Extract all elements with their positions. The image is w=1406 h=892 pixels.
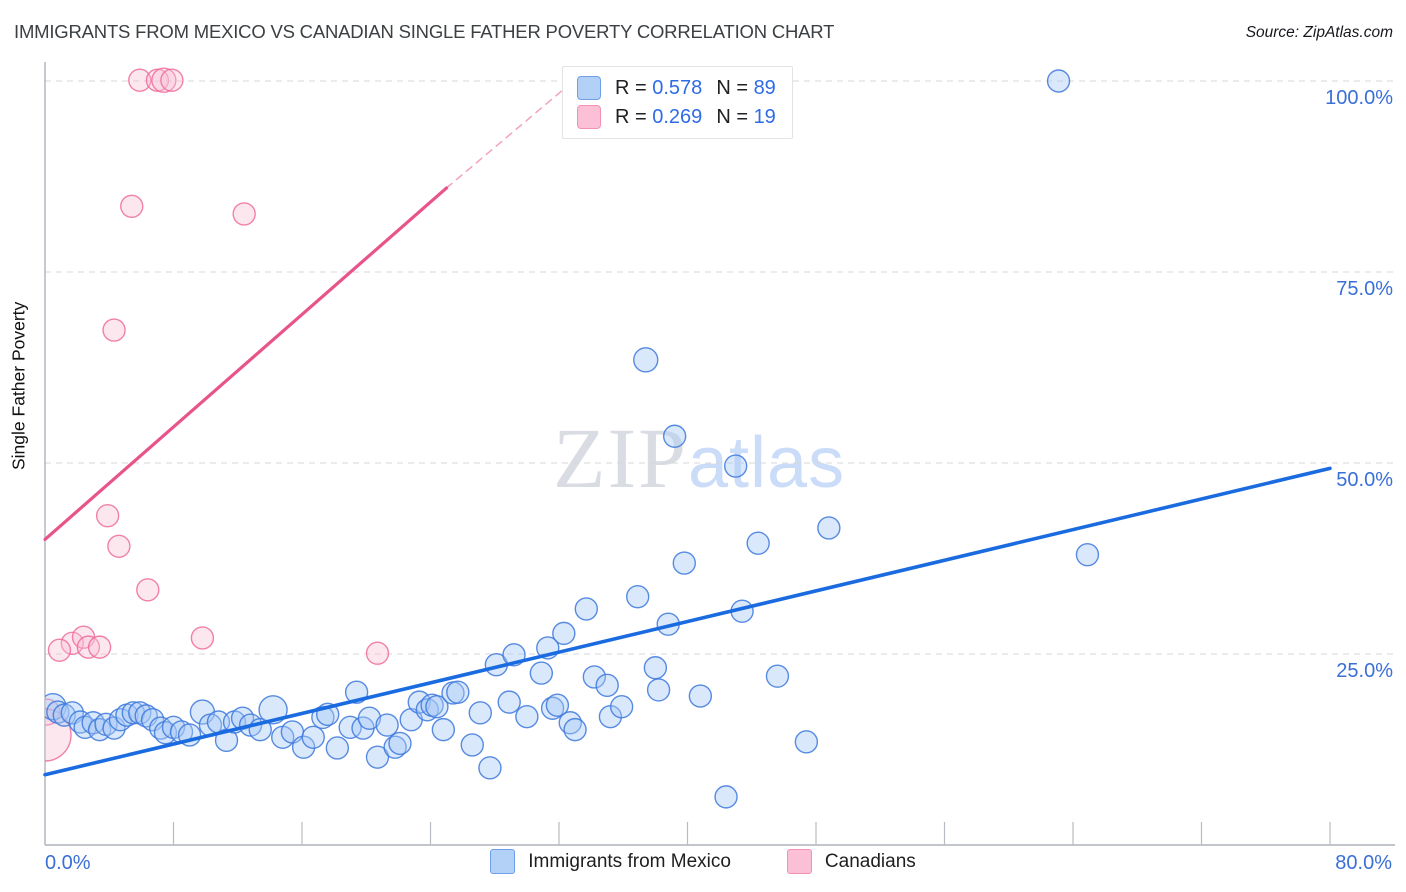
data-point[interactable] <box>120 194 144 218</box>
n-value: 89 <box>753 76 776 99</box>
source-credit: Source: ZipAtlas.com <box>1245 24 1393 41</box>
data-point[interactable] <box>107 534 131 558</box>
data-point[interactable] <box>47 638 72 662</box>
x-axis-max-label: 80.0% <box>1335 852 1392 874</box>
y-tick-label-75: 75.0% <box>1336 278 1393 300</box>
data-point[interactable] <box>87 635 112 659</box>
data-point[interactable] <box>460 733 484 757</box>
data-point[interactable] <box>95 504 120 528</box>
series-immigrants-from-mexico <box>45 69 1100 809</box>
legend-row-canadians: R = 0.269 N = 19 <box>577 105 776 129</box>
legend-item-mexico: Immigrants from Mexico <box>490 849 731 874</box>
y-tick-label-100: 100.0% <box>1325 87 1393 109</box>
y-axis-title: Single Father Poverty <box>8 301 29 470</box>
data-point[interactable] <box>626 585 650 609</box>
data-point[interactable] <box>497 690 521 714</box>
data-point[interactable] <box>582 665 607 689</box>
data-point[interactable] <box>478 756 502 780</box>
legend-item-label: Canadians <box>824 850 916 872</box>
data-point[interactable] <box>643 656 668 680</box>
r-value: 0.269 <box>652 105 703 128</box>
data-point[interactable] <box>301 725 325 749</box>
data-point[interactable] <box>19 708 72 762</box>
data-point[interactable] <box>128 701 152 725</box>
data-point[interactable] <box>136 578 160 602</box>
data-point[interactable] <box>1075 542 1100 567</box>
trend-line-canadians <box>445 68 589 189</box>
trend-line-canadians <box>43 186 449 542</box>
data-point[interactable] <box>365 641 390 665</box>
data-point[interactable] <box>646 678 671 702</box>
data-point[interactable] <box>468 701 492 725</box>
r-label: R = <box>615 105 647 128</box>
series-legend: Immigrants from Mexico Canadians <box>0 849 1406 874</box>
data-point[interactable] <box>102 318 126 342</box>
data-point[interactable] <box>232 202 256 226</box>
n-label: N = <box>716 76 748 99</box>
data-point[interactable] <box>388 731 412 756</box>
data-point[interactable] <box>633 347 659 373</box>
r-label: R = <box>615 76 647 99</box>
data-point[interactable] <box>794 730 819 754</box>
data-point[interactable] <box>552 621 576 646</box>
data-point[interactable] <box>723 454 748 478</box>
data-point[interactable] <box>190 626 215 650</box>
data-point[interactable] <box>746 531 770 555</box>
data-point[interactable] <box>574 597 599 621</box>
data-point[interactable] <box>160 68 184 92</box>
data-point[interactable] <box>662 424 687 448</box>
chart-title: IMMIGRANTS FROM MEXICO VS CANADIAN SINGL… <box>14 21 835 42</box>
correlation-legend: R = 0.578 N = 89 R = 0.269 N = 19 <box>562 66 793 139</box>
data-point[interactable] <box>375 713 399 737</box>
data-point[interactable] <box>128 68 152 92</box>
x-axis-min-label: 0.0% <box>45 852 91 874</box>
canadians-swatch <box>577 105 601 129</box>
canadians-swatch <box>786 849 812 874</box>
data-point[interactable] <box>431 717 456 742</box>
legend-item-label: Immigrants from Mexico <box>528 850 731 872</box>
data-point[interactable] <box>609 695 634 719</box>
data-point[interactable] <box>338 715 362 740</box>
data-point[interactable] <box>515 704 539 729</box>
n-label: N = <box>716 105 748 128</box>
data-point[interactable] <box>325 736 350 760</box>
data-point[interactable] <box>365 745 390 769</box>
data-point[interactable] <box>151 67 177 93</box>
series-canadians <box>19 67 390 762</box>
data-point[interactable] <box>425 695 449 719</box>
data-point[interactable] <box>714 785 738 809</box>
trend-line-immigrants-from-mexico <box>43 466 1332 777</box>
r-value: 0.578 <box>652 76 703 99</box>
mexico-swatch <box>490 849 516 874</box>
data-point[interactable] <box>765 664 790 688</box>
y-tick-label-50: 50.0% <box>1336 469 1393 491</box>
data-point[interactable] <box>258 695 288 725</box>
data-point[interactable] <box>688 684 713 708</box>
data-point[interactable] <box>672 551 696 575</box>
legend-row-mexico: R = 0.578 N = 89 <box>577 76 776 100</box>
data-point[interactable] <box>291 735 316 759</box>
n-value: 19 <box>753 105 776 128</box>
data-point[interactable] <box>595 673 619 698</box>
y-tick-label-25: 25.0% <box>1336 660 1393 682</box>
data-point[interactable] <box>529 661 554 685</box>
data-point[interactable] <box>1046 69 1071 93</box>
data-point[interactable] <box>357 706 382 730</box>
data-point[interactable] <box>563 717 587 742</box>
legend-item-canadians: Canadians <box>786 849 916 874</box>
mexico-swatch <box>577 76 601 100</box>
data-point[interactable] <box>545 693 570 717</box>
data-point[interactable] <box>446 680 470 704</box>
data-point[interactable] <box>817 516 841 540</box>
